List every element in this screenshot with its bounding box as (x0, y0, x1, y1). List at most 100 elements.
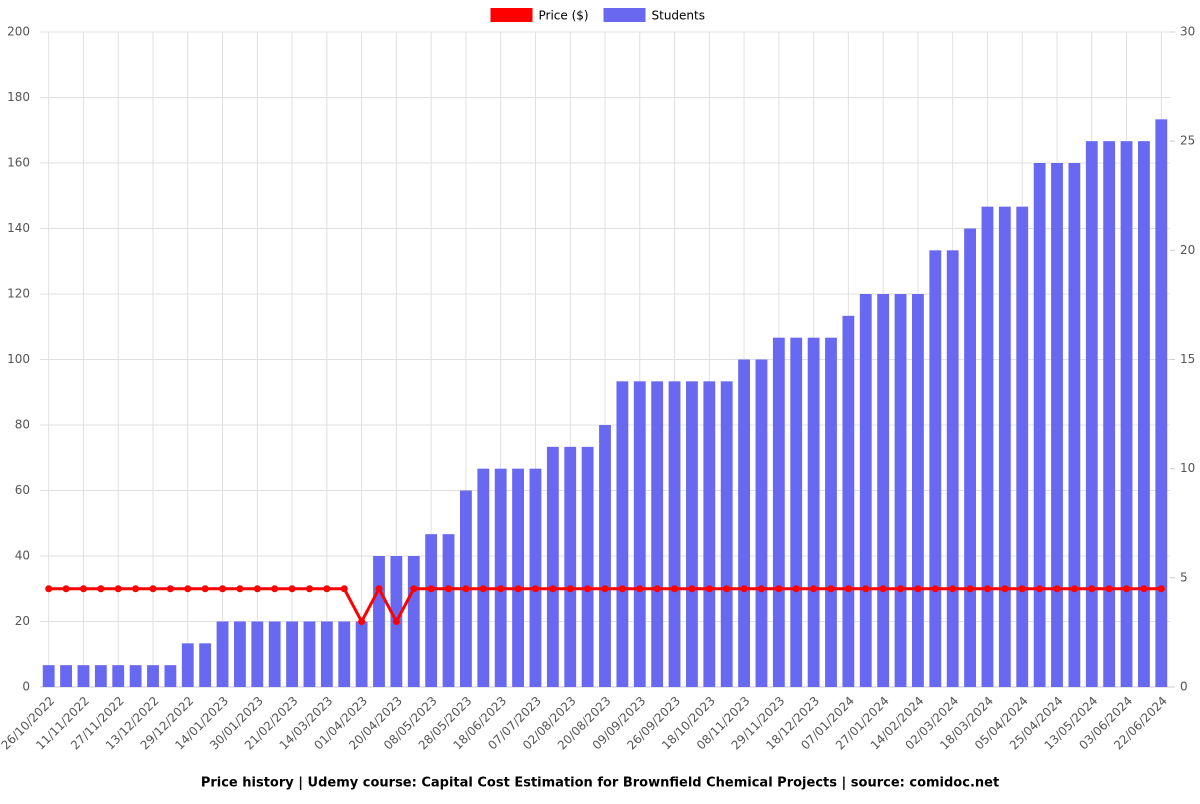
bar (234, 621, 246, 687)
bar (807, 337, 820, 687)
bar (946, 250, 959, 688)
point (966, 585, 974, 593)
y2-tick-label: 25 (1180, 134, 1195, 148)
point (1088, 585, 1096, 593)
y-tick-label: 0 (22, 680, 30, 694)
bar (216, 621, 229, 687)
point (897, 585, 905, 593)
point (514, 585, 522, 593)
bar (407, 556, 420, 687)
point (879, 585, 887, 593)
legend-swatch (490, 8, 533, 22)
legend-swatch (603, 8, 646, 22)
point (114, 585, 122, 593)
bar (199, 643, 212, 687)
bar (755, 359, 768, 687)
bar (251, 621, 264, 687)
point (201, 585, 209, 593)
bar (668, 381, 681, 687)
bar (703, 381, 716, 687)
bar (859, 294, 872, 687)
bar (772, 337, 785, 687)
point (671, 585, 679, 593)
y-tick-label: 60 (15, 483, 30, 497)
bar (581, 446, 594, 687)
point (1157, 585, 1165, 593)
point (497, 585, 505, 593)
bar (303, 621, 316, 687)
y-tick-label: 160 (7, 156, 30, 170)
point (688, 585, 696, 593)
bar (355, 621, 368, 687)
bar (1138, 141, 1150, 687)
point (184, 585, 192, 593)
point (862, 585, 870, 593)
bar (1120, 141, 1133, 687)
bar (164, 665, 177, 687)
bar (338, 621, 351, 687)
y-tick-label: 100 (7, 352, 30, 366)
bar (1103, 141, 1116, 687)
y-tick-label: 20 (15, 614, 30, 628)
bar (998, 206, 1011, 687)
bar (112, 665, 125, 687)
point (636, 585, 644, 593)
bar (268, 621, 281, 687)
bar (564, 446, 577, 687)
point (375, 585, 383, 593)
bar (494, 468, 507, 687)
bar (94, 665, 107, 687)
bar (477, 468, 490, 687)
point (601, 585, 609, 593)
point (323, 585, 331, 593)
bar (181, 643, 194, 687)
point (1123, 585, 1131, 593)
point (1105, 585, 1113, 593)
point (1001, 585, 1009, 593)
point (618, 585, 626, 593)
bar (77, 665, 90, 687)
point (531, 585, 539, 593)
point (62, 585, 70, 593)
y2-tick-label: 30 (1180, 25, 1195, 39)
point (757, 585, 765, 593)
point (914, 585, 922, 593)
point (792, 585, 800, 593)
chart-title: Price history | Udemy course: Capital Co… (201, 776, 999, 791)
bar (286, 621, 298, 687)
bar (964, 228, 976, 687)
bar (686, 381, 698, 687)
y2-tick-label: 0 (1180, 680, 1188, 694)
point (236, 585, 244, 593)
bar (1016, 206, 1029, 687)
point (462, 585, 470, 593)
point (149, 585, 157, 593)
point (97, 585, 105, 593)
point (1036, 585, 1044, 593)
point (549, 585, 557, 593)
point (775, 585, 783, 593)
point (740, 585, 748, 593)
bar (147, 665, 159, 687)
point (705, 585, 713, 593)
bar (546, 446, 559, 687)
bar (60, 665, 72, 687)
point (445, 585, 453, 593)
y2-tick-label: 5 (1180, 570, 1188, 584)
point (45, 585, 53, 593)
bar (825, 337, 837, 687)
point (271, 585, 279, 593)
point (479, 585, 487, 593)
y2-tick-label: 10 (1180, 461, 1195, 475)
bar (912, 294, 924, 687)
y-tick-label: 140 (7, 221, 30, 235)
bar (738, 359, 750, 687)
point (653, 585, 661, 593)
point (340, 585, 348, 593)
bar (1068, 163, 1081, 687)
bar (1085, 141, 1098, 687)
legend-label: Price ($) (539, 9, 589, 23)
point (392, 618, 400, 626)
point (79, 585, 87, 593)
